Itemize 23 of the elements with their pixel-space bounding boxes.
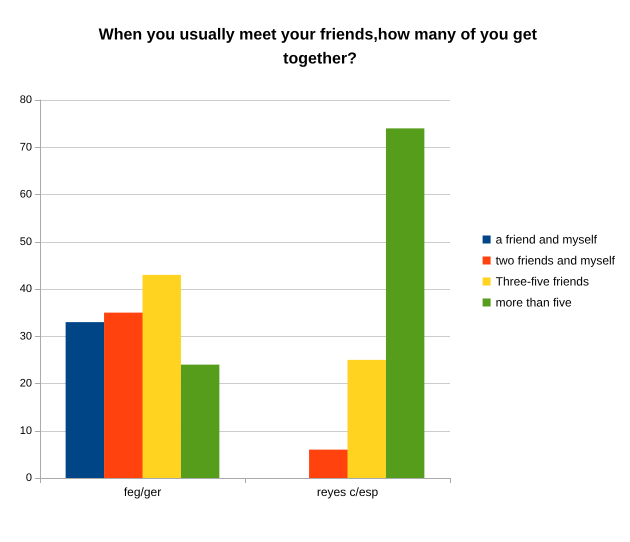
x-tick-label: feg/ger [124, 485, 162, 499]
y-tick-label: 60 [20, 188, 32, 200]
y-tick-label: 50 [20, 236, 32, 248]
chart-title: When you usually meet your friends,how many of you get together? [98, 26, 542, 68]
bar [180, 364, 220, 478]
bar [386, 128, 424, 478]
legend-label: a friend and myself [496, 232, 598, 246]
bar [104, 312, 142, 478]
bar [66, 322, 104, 478]
y-tick-label: 30 [20, 330, 32, 342]
y-tick-label: 80 [20, 94, 32, 106]
y-tick-label: 10 [20, 424, 32, 437]
x-tick-label: reyes c/esp [316, 485, 379, 499]
y-tick-label: 40 [20, 283, 32, 295]
bar [348, 360, 386, 478]
y-tick-label: 70 [20, 141, 32, 154]
legend-label: more than five [496, 296, 572, 310]
bar [142, 274, 181, 478]
bar [309, 450, 348, 478]
y-tick-label: 20 [20, 378, 32, 390]
y-tick-label: 0 [26, 472, 32, 484]
legend-label: two friends and myself [496, 254, 616, 268]
legend-label: Three-five friends [496, 274, 589, 288]
